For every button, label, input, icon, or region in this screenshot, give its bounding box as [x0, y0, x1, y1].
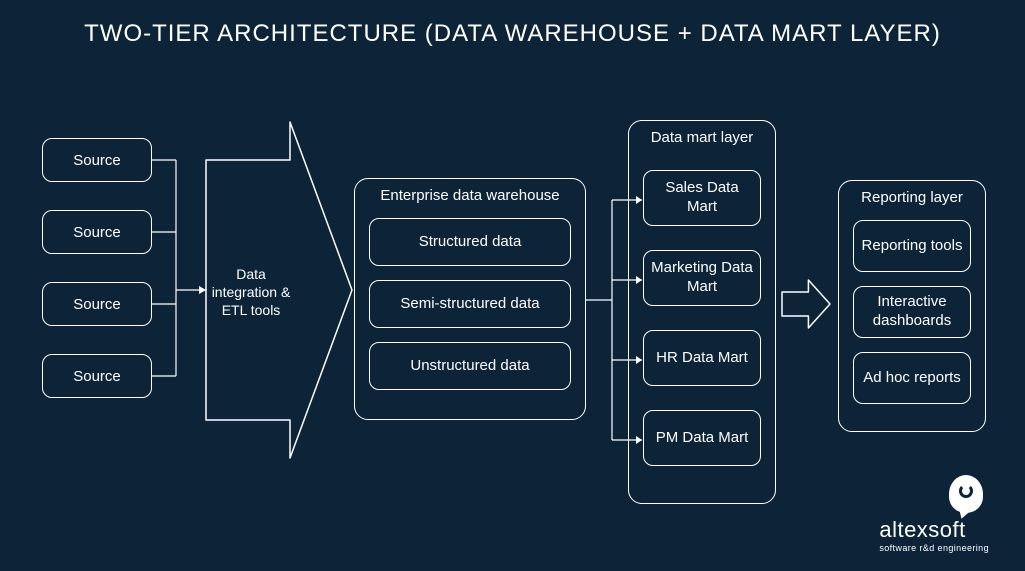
page-title: TWO-TIER ARCHITECTURE (DATA WAREHOUSE + … [0, 0, 1025, 49]
logo-tagline: software r&d engineering [879, 543, 989, 553]
logo-name: altexsoft [879, 517, 989, 543]
altexsoft-logo: altexsoft software r&d engineering [879, 475, 989, 553]
reporting-container: Reporting layer Reporting tools Interacti… [838, 180, 986, 432]
architecture-diagram: SourceSourceSourceSource Dataintegration… [0, 90, 1025, 530]
reporting-item: Ad hoc reports [853, 352, 971, 404]
reporting-item: Interactive dashboards [853, 286, 971, 338]
reporting-item: Reporting tools [853, 220, 971, 272]
logo-bubble-icon [949, 475, 983, 513]
reporting-label: Reporting layer [839, 181, 985, 206]
